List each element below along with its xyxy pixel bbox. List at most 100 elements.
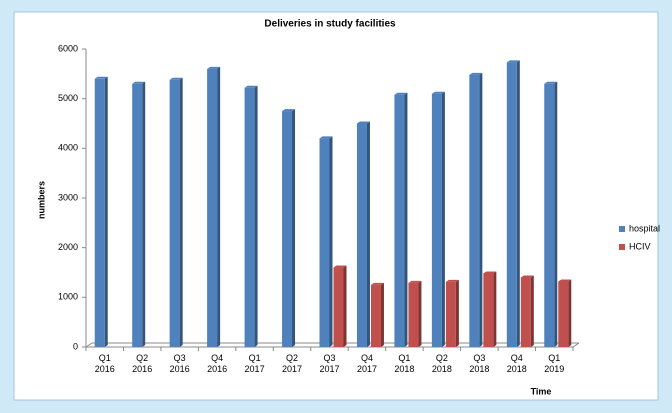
x-tick-label: Q2 2017: [282, 353, 302, 374]
x-tick-label: Q1 2019: [544, 353, 564, 374]
bar: [394, 92, 408, 348]
bar-face: [179, 77, 183, 347]
bar-face: [568, 279, 572, 347]
bar-face: [333, 265, 347, 268]
y-axis-label: numbers: [36, 181, 46, 219]
bar-face: [520, 277, 531, 347]
bar-face: [544, 83, 555, 348]
bar-face: [217, 66, 221, 347]
bar-face: [244, 85, 258, 88]
x-tick-label: Q2 2016: [132, 353, 152, 374]
legend-swatch: [619, 226, 625, 232]
bar: [431, 91, 445, 347]
bar-face: [132, 81, 146, 84]
bar-face: [394, 94, 405, 348]
y-tick-label: 5000: [58, 93, 78, 103]
bar-face: [408, 280, 422, 283]
bar-face: [370, 284, 381, 347]
bar-face: [104, 76, 108, 348]
x-tick-label: Q1 2018: [394, 353, 414, 374]
x-tick-label: Q4 2016: [207, 353, 227, 374]
bar-face: [370, 282, 384, 285]
x-tick-label: Q4 2017: [357, 353, 377, 374]
legend-label: hospital: [629, 223, 660, 233]
bar: [408, 280, 422, 347]
bar: [520, 275, 534, 347]
bar: [132, 81, 146, 348]
x-tick-label: Q3 2017: [319, 353, 339, 374]
bar-face: [319, 138, 330, 347]
bar-face: [506, 62, 517, 347]
bar: [244, 85, 258, 348]
bar: [445, 279, 459, 347]
bar-face: [404, 92, 408, 348]
bar-face: [207, 66, 221, 69]
bar-face: [333, 267, 344, 347]
bar: [356, 121, 370, 347]
bar-face: [554, 81, 558, 348]
bar: [558, 279, 572, 347]
floor-right: [572, 342, 580, 348]
bar-face: [469, 72, 483, 75]
bar-face: [445, 279, 459, 282]
bar-face: [431, 91, 445, 94]
bar-face: [483, 273, 494, 347]
bar-face: [431, 93, 442, 347]
bar: [207, 66, 221, 347]
bar-face: [244, 87, 255, 348]
y-tick-label: 1000: [58, 292, 78, 302]
bar-face: [441, 91, 445, 347]
bar: [333, 265, 347, 347]
x-tick-label: Q1 2016: [95, 353, 115, 374]
x-tick-label: Q3 2018: [469, 353, 489, 374]
floor-edge: [85, 342, 93, 348]
bar-face: [132, 83, 143, 348]
bar-face: [356, 121, 370, 124]
bar-face: [366, 121, 370, 347]
bar-face: [142, 81, 146, 348]
bar-face: [455, 279, 459, 347]
bar: [483, 271, 497, 347]
x-tick-label: Q4 2018: [507, 353, 527, 374]
bar: [282, 109, 296, 347]
y-tick-label: 2000: [58, 242, 78, 252]
x-axis-label: Time: [531, 386, 552, 396]
bar-face: [520, 275, 534, 278]
chart-title: Deliveries in study facilities: [264, 19, 396, 30]
bar-face: [254, 85, 258, 348]
bar-face: [94, 76, 108, 79]
bar-face: [207, 68, 218, 347]
bar-face: [169, 79, 180, 347]
legend-label: HCIV: [629, 241, 651, 251]
bar-face: [530, 275, 534, 347]
bar-face: [380, 282, 384, 347]
bar: [544, 81, 558, 348]
bar-face: [282, 109, 296, 112]
bar-face: [282, 111, 293, 347]
y-tick-label: 6000: [58, 43, 78, 53]
bar: [169, 77, 183, 347]
bar-face: [516, 60, 520, 347]
bar: [506, 60, 520, 347]
bar: [370, 282, 384, 347]
bar-face: [343, 265, 347, 347]
y-tick-label: 0: [73, 341, 78, 351]
x-tick-label: Q2 2018: [432, 353, 452, 374]
bar-face: [408, 282, 419, 347]
bar-face: [544, 81, 558, 84]
bar-face: [94, 78, 105, 348]
bar: [469, 72, 483, 348]
bar-face: [469, 74, 480, 348]
y-tick-label: 3000: [58, 192, 78, 202]
bar-face: [319, 136, 333, 139]
x-tick-label: Q3 2016: [170, 353, 190, 374]
bar-face: [493, 271, 497, 347]
bar-face: [418, 280, 422, 347]
bar-face: [483, 271, 497, 274]
bar-face: [292, 109, 296, 347]
bar-face: [394, 92, 408, 95]
bar-face: [479, 72, 483, 348]
bar: [319, 136, 333, 347]
